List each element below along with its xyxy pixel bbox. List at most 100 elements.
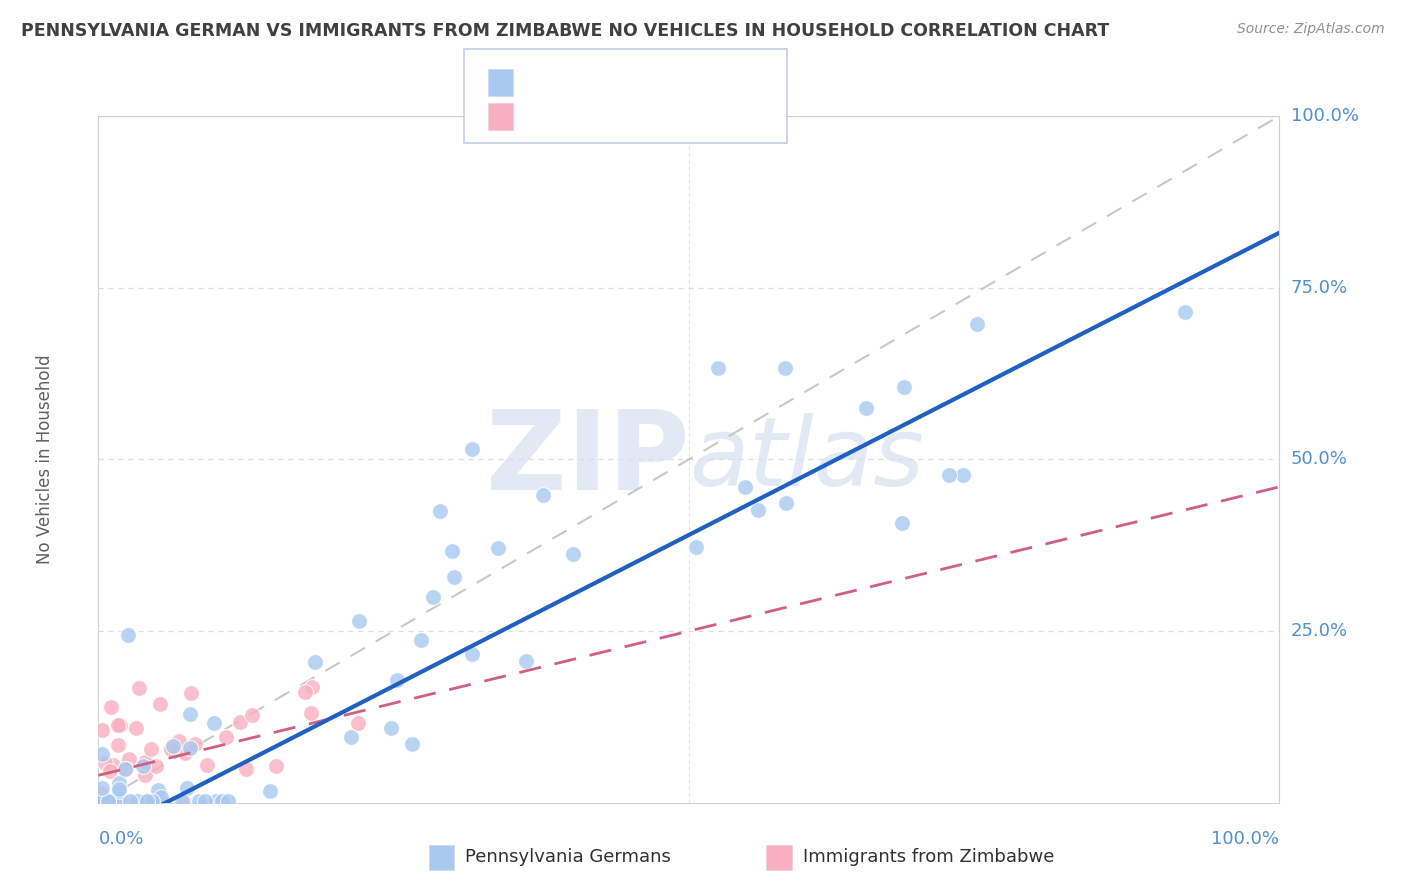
Point xyxy=(202,715,225,730)
Text: 50.0%: 50.0% xyxy=(1291,450,1347,468)
Point xyxy=(100,700,122,714)
Point xyxy=(179,741,201,756)
Point xyxy=(127,794,149,808)
Point xyxy=(486,541,509,555)
Point xyxy=(1174,304,1197,318)
Point xyxy=(938,467,960,482)
Point xyxy=(264,759,287,773)
Text: ZIP: ZIP xyxy=(485,406,689,513)
Point xyxy=(90,794,112,808)
Point xyxy=(134,755,156,769)
Point xyxy=(401,737,423,751)
Point xyxy=(100,795,122,809)
Point xyxy=(96,794,118,808)
Point xyxy=(229,714,252,729)
Text: 100.0%: 100.0% xyxy=(1212,830,1279,848)
Point xyxy=(90,788,112,802)
Point xyxy=(294,684,316,698)
Point xyxy=(107,794,129,808)
Point xyxy=(107,738,129,752)
Point xyxy=(304,655,326,669)
Point xyxy=(422,590,444,604)
Point xyxy=(148,782,170,797)
Point xyxy=(114,762,136,776)
Point xyxy=(97,794,120,808)
Point xyxy=(120,794,142,808)
Point xyxy=(136,794,159,808)
Point xyxy=(149,697,172,711)
Point xyxy=(125,721,148,735)
Point xyxy=(141,794,163,808)
Point xyxy=(747,503,769,517)
Point xyxy=(301,680,323,694)
Text: 0.0%: 0.0% xyxy=(98,830,143,848)
Text: PENNSYLVANIA GERMAN VS IMMIGRANTS FROM ZIMBABWE NO VEHICLES IN HOUSEHOLD CORRELA: PENNSYLVANIA GERMAN VS IMMIGRANTS FROM Z… xyxy=(21,22,1109,40)
Point xyxy=(97,794,120,808)
Point xyxy=(108,783,131,797)
Point xyxy=(890,516,912,530)
Point xyxy=(966,317,988,331)
Point xyxy=(169,734,191,748)
Point xyxy=(90,723,112,737)
Point xyxy=(162,739,184,753)
Point xyxy=(515,654,537,668)
Point xyxy=(110,793,132,807)
Text: atlas: atlas xyxy=(689,413,924,506)
Point xyxy=(91,747,114,761)
Text: No Vehicles in Household: No Vehicles in Household xyxy=(37,354,55,565)
Point xyxy=(108,776,131,790)
Point xyxy=(184,737,207,751)
Point xyxy=(380,721,402,735)
Point xyxy=(429,504,451,518)
Point xyxy=(734,480,756,494)
Point xyxy=(108,718,131,732)
Point xyxy=(775,360,797,375)
Point xyxy=(118,752,141,766)
Point xyxy=(114,762,136,776)
Point xyxy=(211,794,233,808)
Text: 25.0%: 25.0% xyxy=(1291,622,1348,640)
Point xyxy=(299,706,322,720)
Text: R = 0.633   N = 66: R = 0.633 N = 66 xyxy=(524,73,709,91)
Point xyxy=(90,794,112,808)
Point xyxy=(132,759,155,773)
Point xyxy=(685,540,707,554)
Point xyxy=(139,741,162,756)
Point xyxy=(259,784,281,798)
Point xyxy=(188,794,211,808)
Point xyxy=(94,795,117,809)
Point xyxy=(707,360,730,375)
Point xyxy=(235,762,257,776)
Point xyxy=(134,768,156,782)
Point xyxy=(91,794,114,808)
Point xyxy=(180,686,202,700)
Point xyxy=(107,717,129,731)
Point xyxy=(176,781,198,796)
Point xyxy=(138,794,160,808)
Text: Pennsylvania Germans: Pennsylvania Germans xyxy=(465,848,671,866)
Point xyxy=(149,789,172,804)
Point xyxy=(409,632,432,647)
Text: 100.0%: 100.0% xyxy=(1291,107,1358,125)
Text: Immigrants from Zimbabwe: Immigrants from Zimbabwe xyxy=(803,848,1054,866)
Text: R = 0.484   N = 40: R = 0.484 N = 40 xyxy=(524,107,709,125)
Point xyxy=(108,781,131,796)
Point xyxy=(443,570,465,584)
Point xyxy=(893,379,915,393)
Point xyxy=(150,794,173,808)
Point xyxy=(98,764,121,778)
Point xyxy=(240,708,263,723)
Point xyxy=(461,442,484,456)
Point xyxy=(347,715,370,730)
Text: 75.0%: 75.0% xyxy=(1291,278,1348,297)
Point xyxy=(775,495,797,509)
Point xyxy=(952,467,974,482)
Point xyxy=(215,730,238,744)
Point xyxy=(205,794,228,808)
Point xyxy=(339,731,361,745)
Point xyxy=(387,673,409,688)
Point xyxy=(117,628,139,642)
Point xyxy=(195,757,218,772)
Point xyxy=(531,488,554,502)
Point xyxy=(441,544,464,558)
